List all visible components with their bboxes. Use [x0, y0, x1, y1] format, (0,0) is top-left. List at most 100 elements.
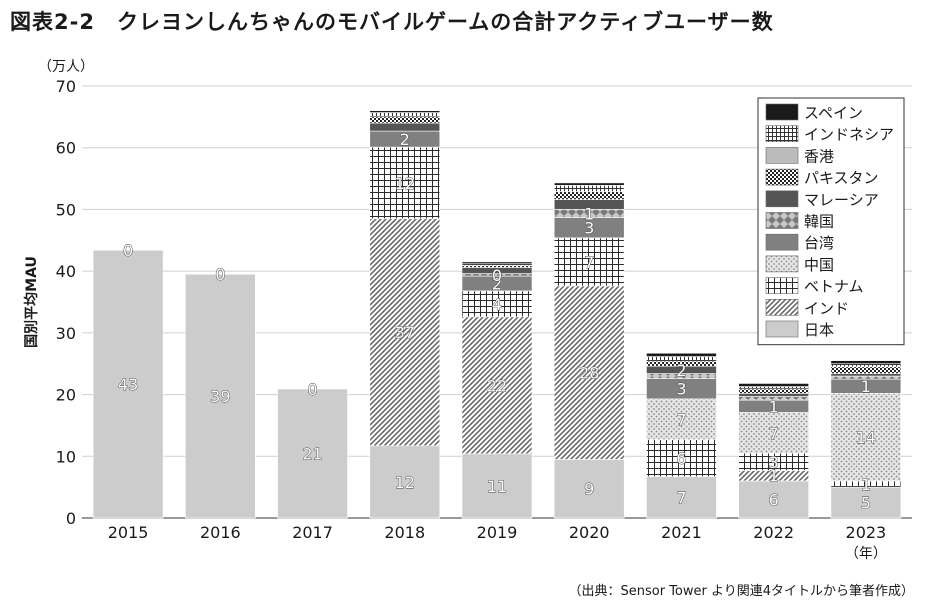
data-label: 1 [861, 475, 871, 494]
x-tick-label: 2019 [477, 523, 518, 542]
bar-segment [830, 363, 902, 368]
data-label: 1 [769, 397, 779, 416]
bar-segment [738, 388, 809, 394]
x-tick-label: 2020 [569, 523, 610, 542]
legend-swatch [765, 125, 799, 142]
bar-segment [553, 185, 625, 192]
legend-swatch [765, 298, 799, 316]
bar-segment [461, 290, 533, 318]
bar-segment [92, 249, 164, 519]
data-label: 0 [215, 265, 225, 284]
bar-segment [553, 182, 625, 186]
legend-label: スペイン [804, 104, 863, 122]
bar-segment [646, 398, 717, 440]
data-label: 6 [676, 449, 686, 468]
data-label: 5 [861, 494, 871, 513]
legend-label: 韓国 [804, 213, 834, 231]
legend-swatch [765, 168, 799, 186]
legend-swatch [765, 212, 799, 229]
bar-segment [369, 112, 441, 118]
data-label: 0 [492, 266, 502, 285]
legend-label: 台湾 [804, 234, 834, 252]
x-axis: 2015 2016 2017 2018 2019 2020 2021 2022 2023 （年） [108, 523, 887, 562]
data-label: 1 [861, 377, 871, 396]
data-labels: 4303902101237122112242092873176732613715… [117, 130, 876, 513]
chart-source: （出典：Sensor Tower より関連4タイトルから筆者作成） [568, 584, 915, 599]
y-tick-label: 30 [56, 324, 76, 343]
bar-segment [738, 393, 809, 397]
legend-swatch [765, 103, 799, 121]
x-tick-label: 2017 [292, 523, 333, 542]
data-label: 7 [584, 253, 594, 272]
y-tick-label: 70 [56, 77, 76, 96]
data-label: 28 [579, 364, 599, 383]
bar-segment [553, 285, 625, 460]
data-label: 9 [584, 480, 594, 499]
data-label: 21 [302, 445, 322, 464]
data-label: 4 [492, 295, 502, 314]
chart-title: 図表2-2 クレヨンしんちゃんのモバイルゲームの合計アクティブユーザー数 [10, 10, 774, 34]
legend-label: 中国 [804, 256, 834, 274]
bar-segment [830, 366, 902, 374]
x-unit-label: （年） [845, 546, 887, 562]
x-tick-label: 2023 [846, 523, 887, 542]
legend-label: ベトナム [804, 278, 864, 296]
legend-label: インド [804, 299, 849, 317]
data-label: 2 [400, 130, 410, 149]
bar-segment [830, 373, 902, 377]
y-tick-label: 60 [56, 139, 76, 158]
data-label: 0 [123, 241, 133, 260]
bar-segment [830, 393, 902, 482]
y-tick-label: 40 [56, 262, 76, 281]
data-label: 7 [769, 424, 779, 443]
bar-segment [369, 116, 441, 124]
y-unit-label: （万人） [38, 59, 94, 75]
data-label: 7 [676, 488, 686, 507]
x-tick-label: 2018 [384, 523, 425, 542]
data-label: 1 [584, 204, 594, 223]
legend-swatch [765, 233, 799, 251]
y-tick-label: 0 [66, 509, 76, 528]
x-tick-label: 2022 [753, 523, 794, 542]
data-label: 39 [210, 387, 230, 406]
x-tick-label: 2016 [200, 523, 241, 542]
data-label: 3 [769, 453, 779, 472]
legend-swatch [765, 320, 799, 338]
data-label: 2 [492, 274, 502, 293]
bar-segment [369, 146, 441, 219]
bar-segment [553, 191, 625, 200]
legend-label: 香港 [804, 147, 834, 165]
y-axis: 0 10 20 30 40 50 60 70 （万人） 国別平均MAU [23, 59, 94, 528]
data-label: 1 [769, 467, 779, 486]
bar-segment [738, 383, 809, 387]
bar-segment [830, 486, 902, 519]
bar-segment [369, 110, 441, 113]
y-tick-label: 10 [56, 447, 76, 466]
data-label: 12 [395, 174, 415, 193]
bar-segment [830, 360, 902, 365]
data-label: 3 [584, 219, 594, 238]
data-label: 0 [307, 380, 317, 399]
bar-segment [185, 273, 256, 519]
data-label: 14 [856, 428, 876, 447]
legend-label: 日本 [804, 321, 834, 339]
legend-label: インドネシア [804, 126, 894, 144]
data-label: 11 [487, 477, 507, 496]
y-tick-label: 50 [56, 200, 76, 219]
bar-segment [646, 476, 717, 519]
legend-swatch [765, 277, 799, 294]
y-axis-title: 国別平均MAU [23, 256, 40, 348]
bar-segment [369, 445, 441, 519]
legend-label: パキスタン [804, 169, 879, 187]
data-label: 2 [676, 361, 686, 380]
data-label: 3 [676, 380, 686, 399]
bar-segment [553, 459, 625, 519]
data-label: 7 [676, 410, 686, 429]
data-label: 43 [118, 375, 138, 394]
data-label: 22 [487, 376, 507, 395]
bar-segment [369, 218, 441, 447]
legend-swatch [765, 255, 799, 273]
bar-segment [461, 261, 533, 265]
